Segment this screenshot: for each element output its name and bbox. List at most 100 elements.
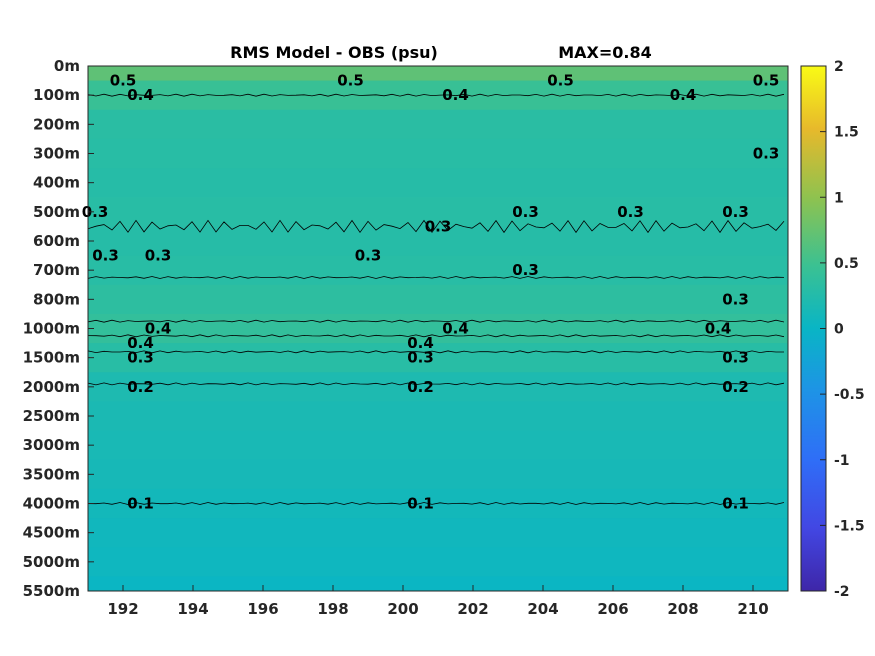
heatmap-band	[88, 430, 788, 461]
heatmap-band	[88, 66, 788, 82]
contour-label: 0.5	[337, 72, 364, 90]
y-tick-label: 500m	[33, 203, 80, 221]
colorbar-tick-label: 1.5	[834, 125, 859, 141]
colorbar-tick-label: 1	[834, 190, 844, 206]
chart-title: RMS Model - OBS (psu)	[230, 43, 438, 62]
contour-label: 0.4	[127, 86, 154, 104]
contour-label: 0.2	[722, 378, 749, 396]
contour-label: 0.3	[512, 203, 539, 221]
colorbar-tick-label: 0.5	[834, 256, 859, 272]
contour-line	[87, 319, 785, 323]
heatmap-band	[88, 313, 788, 344]
contour-label: 0.3	[425, 217, 452, 235]
x-tick-label: 200	[387, 600, 418, 618]
contour-label: 0.4	[442, 320, 469, 338]
contour-lines	[87, 93, 785, 505]
y-tick-label: 100m	[33, 86, 80, 104]
heatmap-band	[88, 518, 788, 548]
x-tick-label: 192	[107, 600, 138, 618]
heatmap-bands	[88, 66, 788, 592]
y-tick-label: 300m	[33, 145, 80, 163]
contour-label: 0.3	[355, 247, 382, 265]
y-tick-label: 4500m	[23, 524, 80, 542]
x-tick-label: 202	[457, 600, 488, 618]
contour-label: 0.4	[705, 320, 732, 338]
contour-label: 0.5	[547, 72, 574, 90]
plot-area: 0.5 0.5 0.5 0.50.4 0.4 0.40.30.3 0.3 0.30.30.3 0…	[82, 65, 789, 592]
contour-line	[87, 219, 785, 234]
contour-labels: 0.5 0.5 0.5 0.50.4 0.4 0.40.30.3 0.3 0.30.30.3 0…	[82, 72, 780, 513]
x-tick-label: 204	[527, 600, 558, 618]
y-tick-label: 800m	[33, 290, 80, 308]
y-tick-label: 3000m	[23, 436, 80, 454]
colorbar-tick-label: 2	[834, 59, 844, 75]
max-annotation: MAX=0.84	[558, 43, 652, 62]
heatmap-band	[88, 255, 788, 286]
heatmap-band	[88, 372, 788, 402]
contour-label: 0.3	[512, 261, 539, 279]
heatmap-band	[88, 401, 788, 432]
colorbar-tick-label: -1.5	[834, 518, 865, 534]
contour-label: 0.5	[753, 72, 780, 90]
x-tick-label: 208	[667, 600, 698, 618]
colorbar-ticks: 2 1.5 1 0.5 0 -0.5 -1 -1.5 -2	[820, 59, 865, 600]
contour-label: 0.4	[145, 320, 172, 338]
x-tick-label: 210	[737, 600, 768, 618]
contour-label: 0.3	[92, 247, 119, 265]
contour-label: 0.2	[407, 378, 434, 396]
y-axis-ticks: 0m 100m 200m 300m 400m 500m 600m 700m 800m 1000m 1…	[23, 57, 94, 600]
y-tick-label: 200m	[33, 115, 80, 133]
contour-label: 0.4	[407, 334, 434, 352]
contour-line	[87, 350, 784, 354]
contour-label: 0.3	[617, 203, 644, 221]
x-tick-label: 206	[597, 600, 628, 618]
x-tick-label: 198	[317, 600, 348, 618]
contour-line	[87, 382, 785, 386]
contour-label: 0.3	[407, 349, 434, 367]
heatmap-band	[88, 138, 788, 169]
heatmap-band	[88, 547, 788, 577]
contour-label: 0.1	[127, 495, 154, 513]
contour-label: 0.3	[82, 203, 109, 221]
contour-label: 0.4	[670, 86, 697, 104]
x-tick-label: 196	[247, 600, 278, 618]
heatmap-band	[88, 109, 788, 140]
heatmap-band	[88, 226, 788, 257]
contour-label: 0.1	[722, 495, 749, 513]
y-tick-label: 400m	[33, 174, 80, 192]
y-tick-label: 0m	[54, 57, 80, 75]
y-tick-label: 1500m	[23, 349, 80, 367]
contour-label: 0.2	[127, 378, 154, 396]
x-tick-label: 194	[177, 600, 208, 618]
contour-line	[87, 502, 785, 505]
y-tick-label: 1000m	[23, 320, 80, 338]
colorbar-tick-label: -2	[834, 584, 850, 600]
heatmap-band	[88, 459, 788, 490]
y-tick-label: 600m	[33, 232, 80, 250]
y-tick-label: 2000m	[23, 378, 80, 396]
heatmap-band	[88, 488, 788, 519]
contour-label: 0.3	[722, 203, 749, 221]
colorbar-tick-label: 0	[834, 322, 844, 338]
contour-line	[87, 334, 785, 338]
contour-label: 0.4	[442, 86, 469, 104]
colorbar-tick-label: -0.5	[834, 387, 865, 403]
heatmap-band	[88, 343, 788, 373]
heatmap-band	[88, 197, 788, 227]
y-tick-label: 5500m	[23, 582, 80, 600]
contour-label: 0.3	[145, 247, 172, 265]
x-axis-ticks: 192 194 196 198 200 202 204 206 208 210	[107, 585, 769, 618]
contour-label: 0.5	[110, 72, 137, 90]
contour-line	[87, 276, 785, 279]
contour-label: 0.1	[407, 495, 434, 513]
contour-label: 0.3	[753, 145, 780, 163]
contour-label: 0.3	[127, 349, 154, 367]
y-tick-label: 5000m	[23, 553, 80, 571]
contour-line	[87, 93, 785, 97]
y-tick-label: 3500m	[23, 465, 80, 483]
contour-label: 0.3	[722, 290, 749, 308]
y-tick-label: 700m	[33, 261, 80, 279]
heatmap-band	[88, 168, 788, 198]
y-tick-label: 4000m	[23, 495, 80, 513]
